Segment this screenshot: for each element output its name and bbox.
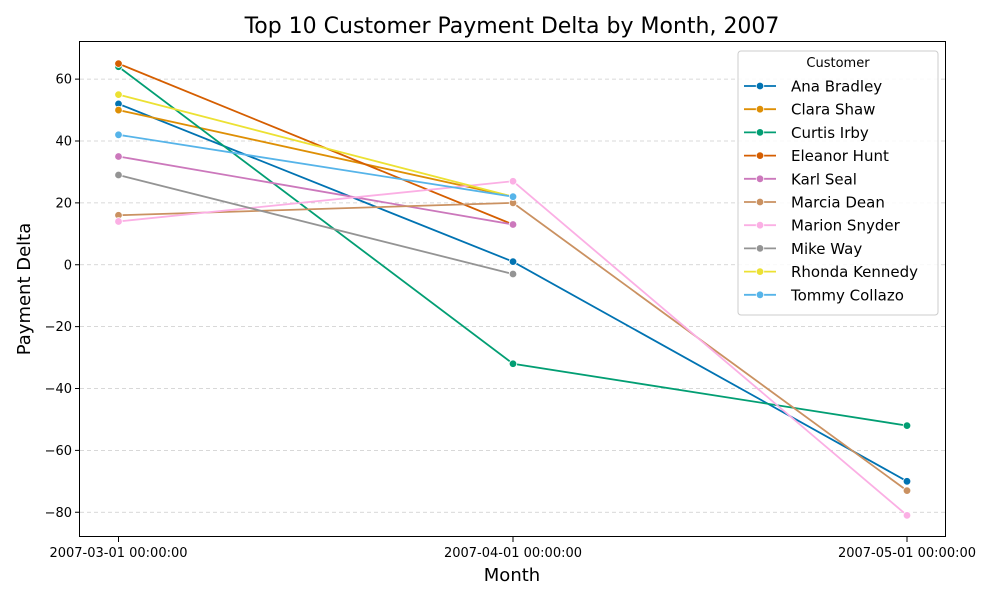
legend-item: Mike Way [744, 240, 862, 258]
x-tick-label: 2007-03-01 00:00:00 [49, 546, 187, 561]
legend-item: Rhonda Kennedy [744, 263, 918, 281]
series-line [118, 174, 514, 275]
data-point [508, 192, 518, 201]
y-tick-label: 20 [55, 196, 72, 211]
legend-label: Marion Snyder [791, 217, 901, 235]
plot-frame [79, 41, 946, 537]
series-line [118, 109, 514, 198]
legend-label: Mike Way [791, 240, 862, 258]
legend-label: Rhonda Kennedy [791, 263, 918, 281]
y-axis-label: Payment Delta [14, 223, 35, 356]
data-point [508, 257, 518, 266]
legend: Customer Ana Bradley Clara Shaw Curtis Irby… [737, 50, 939, 316]
x-tick-label: 2007-05-01 00:00:00 [838, 546, 976, 561]
data-point [902, 511, 912, 520]
y-tick-label: 0 [64, 258, 72, 273]
legend-label: Curtis Irby [791, 124, 869, 142]
x-axis: 2007-03-01 00:00:00 2007-04-01 00:00:00 20… [49, 537, 976, 561]
legend-label: Ana Bradley [791, 78, 882, 96]
data-point [114, 170, 123, 180]
y-tick-label: 60 [55, 73, 72, 88]
series-mike-way [114, 170, 518, 279]
series-line [118, 93, 514, 198]
series-karl-seal [114, 152, 518, 229]
legend-label: Eleanor Hunt [791, 147, 889, 165]
data-point [114, 105, 123, 115]
legend-item: Karl Seal [744, 170, 857, 188]
y-tick-label: −80 [45, 506, 72, 521]
legend-item: Marion Snyder [744, 217, 901, 235]
legend-marker [755, 220, 765, 230]
y-tick-label: −40 [45, 382, 72, 397]
legend-marker [755, 104, 765, 114]
series-layer [114, 59, 912, 520]
legend-box [737, 50, 939, 316]
legend-marker [755, 197, 765, 207]
series-ana-bradley [114, 99, 912, 486]
series-line [118, 62, 514, 226]
legend-marker [755, 244, 765, 253]
legend-marker [755, 174, 765, 183]
legend-label: Clara Shaw [791, 101, 875, 119]
y-tick-label: 40 [55, 135, 72, 150]
legend-marker [755, 81, 765, 91]
legend-title: Customer [806, 56, 870, 71]
data-point [114, 90, 123, 99]
y-tick-label: −20 [45, 320, 72, 335]
legend-item: Tommy Collazo [744, 286, 904, 304]
legend-label: Tommy Collazo [790, 286, 904, 304]
legend-marker [755, 290, 765, 299]
legend-marker [755, 128, 765, 137]
data-point [114, 59, 123, 68]
data-point [114, 152, 123, 161]
x-tick-label: 2007-04-01 00:00:00 [444, 546, 582, 561]
series-line [118, 133, 514, 198]
data-point [114, 130, 123, 140]
series-tommy-collazo [114, 130, 518, 201]
legend-label: Karl Seal [791, 170, 857, 188]
legend-item: Curtis Irby [744, 124, 869, 142]
series-line [118, 155, 514, 226]
legend-item: Ana Bradley [744, 78, 882, 96]
y-axis: −80 −60 −40 −20 0 20 40 60 [45, 73, 80, 521]
legend-item: Eleanor Hunt [744, 147, 889, 165]
legend-marker [755, 267, 765, 276]
data-point [508, 359, 518, 368]
data-point [902, 486, 912, 495]
legend-label: Marcia Dean [791, 194, 885, 212]
series-marcia-dean [114, 198, 912, 495]
legend-item: Marcia Dean [744, 194, 885, 212]
y-tick-label: −60 [45, 444, 72, 459]
data-point [508, 269, 518, 279]
legend-item: Clara Shaw [744, 101, 875, 119]
legend-marker [755, 151, 765, 160]
data-point [902, 477, 912, 486]
data-point [508, 220, 518, 229]
chart-title: Top 10 Customer Payment Delta by Month, … [244, 14, 780, 39]
data-point [508, 177, 518, 186]
x-axis-label: Month [484, 565, 540, 586]
data-point [114, 217, 123, 226]
data-point [902, 421, 912, 430]
